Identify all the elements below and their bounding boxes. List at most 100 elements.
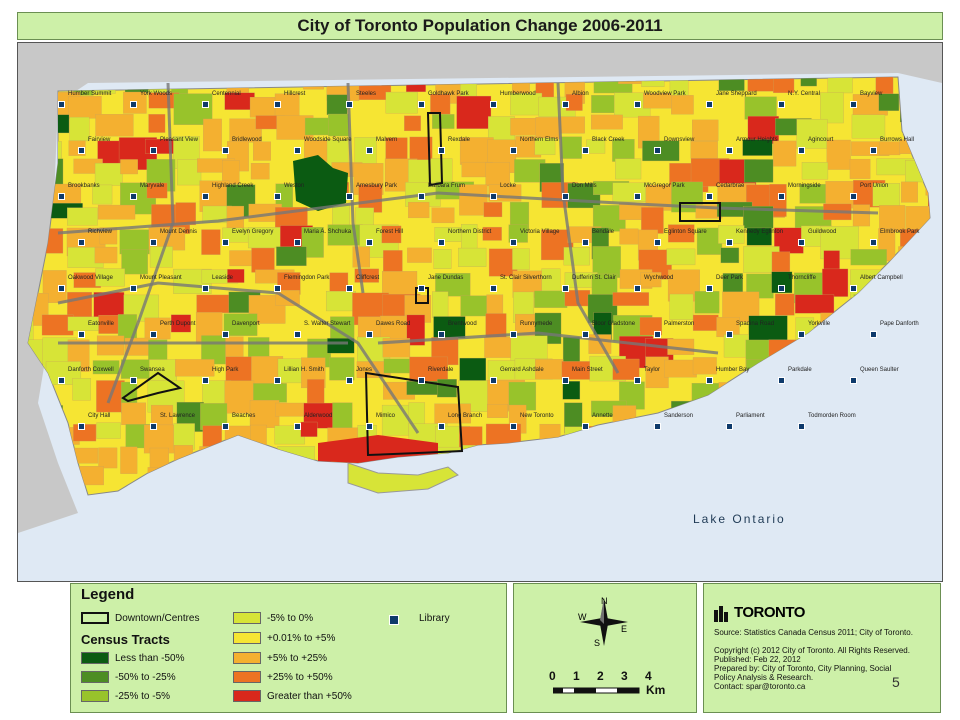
library-icon[interactable] — [778, 101, 785, 108]
library-icon[interactable] — [582, 147, 589, 154]
library-icon[interactable] — [438, 423, 445, 430]
census-tract — [694, 291, 720, 314]
library-icon[interactable] — [202, 285, 209, 292]
library-icon[interactable] — [490, 101, 497, 108]
library-icon[interactable] — [706, 101, 713, 108]
library-icon[interactable] — [490, 377, 497, 384]
library-icon[interactable] — [870, 239, 877, 246]
library-icon[interactable] — [726, 423, 733, 430]
library-icon[interactable] — [778, 285, 785, 292]
census-tract — [822, 268, 849, 297]
library-icon[interactable] — [346, 193, 353, 200]
library-icon[interactable] — [58, 193, 65, 200]
library-icon[interactable] — [654, 239, 661, 246]
library-icon[interactable] — [202, 377, 209, 384]
library-icon[interactable] — [78, 239, 85, 246]
library-icon[interactable] — [798, 147, 805, 154]
library-icon[interactable] — [366, 147, 373, 154]
library-icon[interactable] — [418, 285, 425, 292]
library-icon[interactable] — [562, 101, 569, 108]
library-icon[interactable] — [726, 239, 733, 246]
library-icon[interactable] — [130, 101, 137, 108]
library-icon[interactable] — [798, 423, 805, 430]
library-icon[interactable] — [870, 147, 877, 154]
library-icon[interactable] — [130, 285, 137, 292]
library-icon[interactable] — [346, 285, 353, 292]
library-icon[interactable] — [726, 147, 733, 154]
library-icon[interactable] — [706, 285, 713, 292]
library-icon[interactable] — [58, 101, 65, 108]
library-icon[interactable] — [870, 331, 877, 338]
library-icon[interactable] — [490, 285, 497, 292]
library-icon[interactable] — [510, 239, 517, 246]
library-icon[interactable] — [850, 101, 857, 108]
library-icon[interactable] — [490, 193, 497, 200]
library-icon[interactable] — [634, 377, 641, 384]
library-icon[interactable] — [366, 239, 373, 246]
library-icon[interactable] — [582, 331, 589, 338]
library-icon[interactable] — [222, 147, 229, 154]
library-icon[interactable] — [202, 101, 209, 108]
library-icon[interactable] — [294, 147, 301, 154]
library-icon[interactable] — [562, 285, 569, 292]
library-icon[interactable] — [654, 423, 661, 430]
library-icon[interactable] — [562, 377, 569, 384]
library-icon[interactable] — [778, 193, 785, 200]
library-icon[interactable] — [222, 331, 229, 338]
library-icon[interactable] — [798, 239, 805, 246]
library-icon[interactable] — [78, 147, 85, 154]
library-icon[interactable] — [438, 147, 445, 154]
library-icon[interactable] — [78, 423, 85, 430]
library-icon[interactable] — [654, 147, 661, 154]
library-icon[interactable] — [366, 331, 373, 338]
library-icon[interactable] — [418, 193, 425, 200]
library-icon[interactable] — [202, 193, 209, 200]
library-icon[interactable] — [274, 377, 281, 384]
library-icon[interactable] — [346, 377, 353, 384]
library-icon[interactable] — [726, 331, 733, 338]
library-icon[interactable] — [222, 423, 229, 430]
library-icon[interactable] — [294, 239, 301, 246]
library-icon[interactable] — [438, 239, 445, 246]
library-icon[interactable] — [150, 147, 157, 154]
library-icon[interactable] — [510, 147, 517, 154]
library-icon[interactable] — [78, 331, 85, 338]
library-icon[interactable] — [274, 193, 281, 200]
library-icon[interactable] — [130, 193, 137, 200]
library-icon[interactable] — [582, 423, 589, 430]
library-icon[interactable] — [850, 193, 857, 200]
library-icon[interactable] — [850, 285, 857, 292]
library-icon[interactable] — [798, 331, 805, 338]
library-icon[interactable] — [634, 285, 641, 292]
library-icon[interactable] — [294, 423, 301, 430]
library-icon[interactable] — [150, 239, 157, 246]
library-icon[interactable] — [562, 193, 569, 200]
library-icon[interactable] — [58, 377, 65, 384]
census-tract — [175, 359, 215, 377]
library-icon[interactable] — [778, 377, 785, 384]
library-icon[interactable] — [294, 331, 301, 338]
library-icon[interactable] — [346, 101, 353, 108]
library-icon[interactable] — [634, 101, 641, 108]
library-icon[interactable] — [150, 331, 157, 338]
map-canvas[interactable]: Humber Summit York Woods Centennial Hillcre… — [17, 42, 943, 582]
library-icon[interactable] — [654, 331, 661, 338]
library-icon[interactable] — [706, 377, 713, 384]
library-icon[interactable] — [706, 193, 713, 200]
library-icon[interactable] — [582, 239, 589, 246]
library-icon[interactable] — [150, 423, 157, 430]
library-icon[interactable] — [850, 377, 857, 384]
library-icon[interactable] — [130, 377, 137, 384]
census-tract — [327, 338, 355, 354]
library-icon[interactable] — [366, 423, 373, 430]
library-icon[interactable] — [418, 101, 425, 108]
library-icon[interactable] — [274, 101, 281, 108]
library-icon[interactable] — [438, 331, 445, 338]
library-icon[interactable] — [418, 377, 425, 384]
library-icon[interactable] — [58, 285, 65, 292]
library-icon[interactable] — [510, 331, 517, 338]
library-icon[interactable] — [634, 193, 641, 200]
library-icon[interactable] — [274, 285, 281, 292]
library-icon[interactable] — [510, 423, 517, 430]
library-icon[interactable] — [222, 239, 229, 246]
